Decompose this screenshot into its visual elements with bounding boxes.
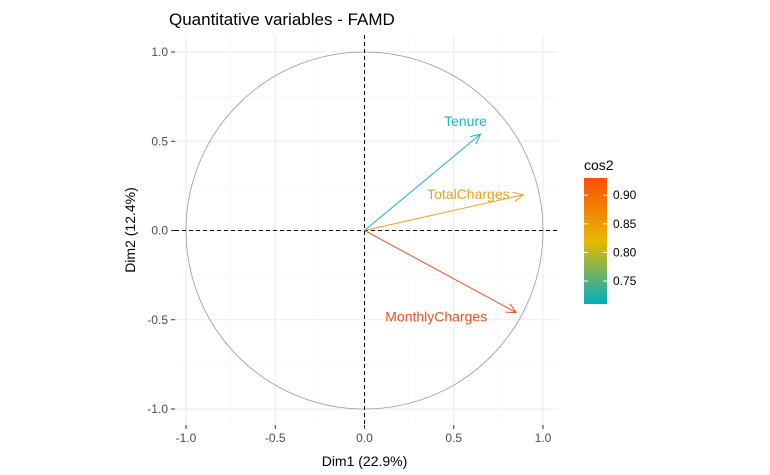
arrowhead-monthlycharges [505,303,518,314]
legend-tick-label: 0.80 [613,245,637,259]
x-tick-label: 1.0 [535,431,552,445]
x-axis-ticks: -1.0 -0.5 0.0 0.5 1.0 [176,425,552,445]
arrowhead-totalcharges [512,191,525,203]
cos2-legend: cos2 0.90 0.85 0.80 0.75 [584,157,637,304]
variable-label-tenure: Tenure [444,113,487,129]
variable-labels: Tenure TotalCharges MonthlyCharges [385,113,509,324]
y-tick-label: 1.0 [151,45,168,59]
arrow-tenure [364,133,481,231]
x-axis-label: Dim1 (22.9%) [322,453,408,469]
legend-tick-label: 0.90 [613,188,637,202]
y-tick-label: -1.0 [147,402,168,416]
y-axis-ticks: -1.0 -0.5 0.0 0.5 1.0 [147,45,175,416]
variable-label-monthlycharges: MonthlyCharges [385,309,487,325]
x-tick-label: -1.0 [176,431,197,445]
arrow-monthlycharges [364,230,517,314]
y-tick-label: 0.0 [151,224,168,238]
chart-title: Quantitative variables - FAMD [169,10,395,29]
legend-tick-label: 0.85 [613,217,637,231]
x-tick-label: -0.5 [265,431,286,445]
y-tick-label: 0.5 [151,134,168,148]
y-axis-label: Dim2 (12.4%) [122,187,138,273]
x-tick-label: 0.0 [356,431,373,445]
legend-tick-label: 0.75 [613,274,637,288]
variable-arrows [364,133,525,314]
cos2-colorbar [584,178,607,304]
y-tick-label: -0.5 [147,313,168,327]
variable-label-totalcharges: TotalCharges [427,186,510,202]
legend-ticks: 0.90 0.85 0.80 0.75 [584,188,637,288]
arrowhead-tenure [469,133,482,145]
x-tick-label: 0.5 [445,431,462,445]
legend-title: cos2 [584,157,614,173]
arrow-totalcharges [364,194,524,231]
